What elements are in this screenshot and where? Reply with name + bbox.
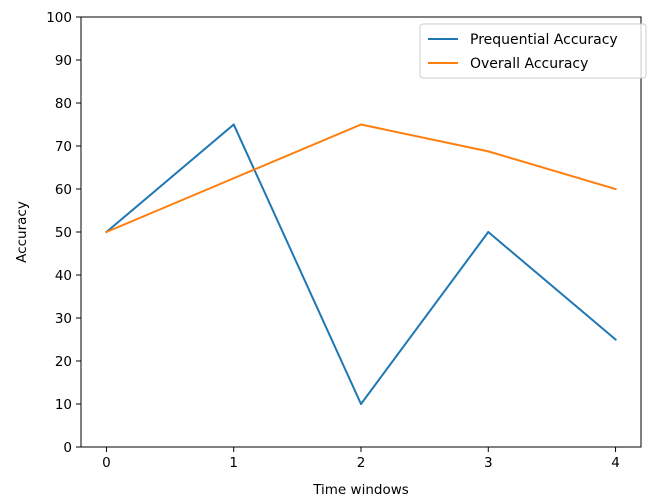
y-tick-label: 90 [55, 53, 72, 69]
legend-label-overall-accuracy: Overall Accuracy [470, 56, 588, 72]
y-tick-label: 100 [46, 10, 72, 26]
y-tick-label: 30 [55, 311, 72, 327]
y-tick-label: 40 [55, 268, 72, 284]
y-tick-label: 70 [55, 139, 72, 155]
x-tick-label: 0 [102, 455, 111, 471]
y-axis: 0 10 20 30 40 50 60 70 80 90 100 [46, 10, 81, 456]
series-layer [105, 123, 617, 405]
x-axis: 0 1 2 3 4 [102, 447, 620, 471]
x-tick-label: 3 [484, 455, 493, 471]
y-axis-label: Accuracy [14, 201, 30, 263]
y-tick-label: 10 [55, 397, 72, 413]
data-point-prequential-accuracy [232, 123, 235, 126]
data-point-prequential-accuracy [360, 403, 362, 405]
legend-label-prequential-accuracy: Prequential Accuracy [470, 32, 618, 48]
data-point-overall-accuracy [614, 188, 617, 190]
data-point-overall-accuracy [487, 150, 490, 153]
data-point-overall-accuracy [105, 231, 108, 233]
x-tick-label: 4 [611, 455, 620, 471]
data-point-overall-accuracy [232, 177, 235, 180]
x-axis-label: Time windows [312, 482, 409, 498]
y-tick-label: 20 [55, 354, 72, 370]
y-tick-label: 80 [55, 96, 72, 112]
y-tick-label: 0 [63, 440, 72, 456]
y-tick-label: 60 [55, 182, 72, 198]
plot-area [80, 16, 642, 448]
data-point-overall-accuracy [360, 123, 362, 126]
data-point-prequential-accuracy [614, 338, 617, 341]
y-tick-label: 50 [55, 225, 72, 241]
x-tick-label: 2 [357, 455, 366, 471]
data-point-prequential-accuracy [487, 231, 490, 233]
plot-frame [80, 16, 642, 448]
x-tick-label: 1 [229, 455, 238, 471]
legend: Prequential Accuracy Overall Accuracy [419, 23, 647, 79]
series-line-overall-accuracy [105, 123, 617, 234]
legend-box [419, 23, 647, 79]
